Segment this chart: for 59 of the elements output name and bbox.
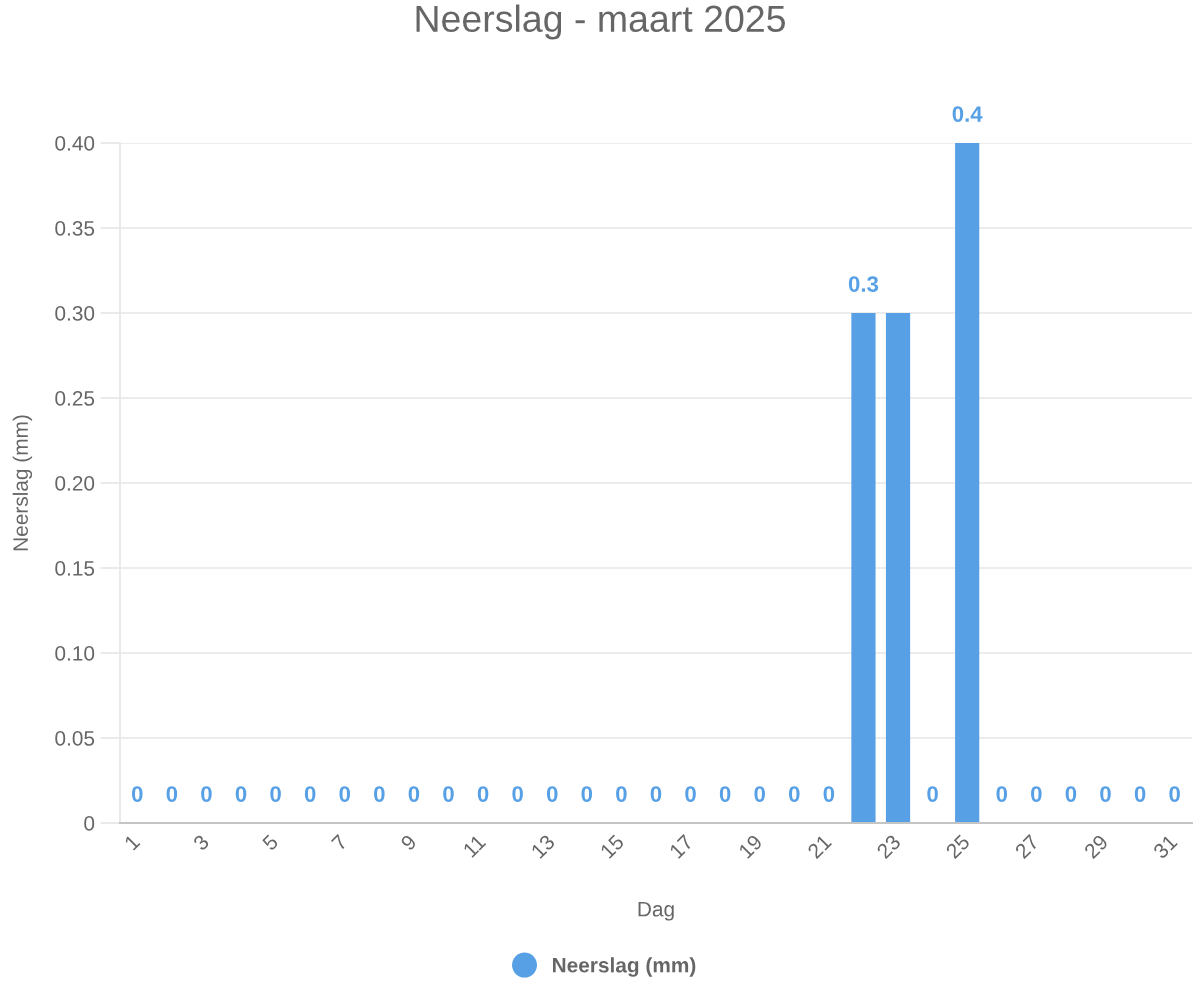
data-label: 0: [166, 786, 178, 802]
x-tick-label: 29: [1083, 833, 1109, 860]
data-label: 0: [719, 786, 731, 802]
y-tick-label: 0.05: [55, 731, 95, 746]
y-tick-label: 0.10: [55, 646, 95, 661]
x-tick-label: 21: [806, 833, 832, 860]
x-tick-label: 17: [668, 834, 694, 859]
data-label: 0: [201, 786, 212, 802]
data-label: 0: [304, 786, 316, 802]
data-label: 0: [443, 786, 454, 802]
data-label: 0: [477, 786, 489, 802]
y-tick-label: 0.15: [55, 561, 95, 576]
data-label: 0: [1100, 786, 1111, 802]
data-label: 0: [823, 786, 835, 802]
legend-label: Neerslag (mm): [552, 957, 696, 977]
data-label: 0: [650, 786, 662, 802]
data-label: 0: [581, 786, 593, 802]
data-label: 0: [927, 786, 938, 802]
data-label: 0: [1031, 786, 1042, 802]
y-tick-label: 0: [84, 816, 95, 831]
x-axis-title: Dag: [638, 901, 674, 921]
y-tick-label: 0.25: [55, 391, 95, 406]
x-tick-label: 19: [737, 833, 763, 859]
x-tick-label: 27: [1014, 833, 1040, 860]
data-label: 0.4: [952, 106, 983, 122]
y-tick-label: 0.35: [55, 221, 95, 236]
data-label: 0: [339, 786, 351, 802]
x-tick-label: 11: [462, 834, 487, 858]
y-tick-label: 0.30: [55, 306, 95, 321]
data-label: 0: [131, 786, 143, 802]
x-tick-label: 13: [530, 833, 556, 859]
data-label: 0: [270, 786, 281, 802]
x-tick-label: 23: [875, 833, 902, 860]
x-tick-label: 15: [599, 833, 625, 859]
data-label: 0: [235, 786, 247, 802]
data-label: 0.3: [848, 276, 879, 292]
x-tick-label: 5: [261, 833, 279, 852]
x-tick-label: 7: [331, 834, 348, 851]
data-label: 0: [1134, 786, 1146, 802]
x-tick-label: 9: [399, 833, 418, 852]
chart-title: Neerslag - maart 2025: [416, 4, 785, 40]
y-tick-label: 0.20: [55, 476, 95, 491]
data-label: 0: [1169, 786, 1180, 802]
y-axis-title: Neerslag (mm): [12, 415, 33, 551]
x-tick-label: 3: [192, 833, 210, 852]
data-label: 0: [546, 786, 558, 802]
data-label: 0: [512, 786, 523, 802]
data-label: 0: [1065, 786, 1077, 802]
data-label: 0: [685, 786, 696, 802]
data-label: 0: [408, 786, 420, 802]
y-tick-label: 0.40: [55, 136, 95, 151]
data-label: 0: [374, 786, 385, 802]
data-label: 0: [996, 786, 1008, 802]
x-tick-label: 31: [1152, 833, 1178, 860]
x-tick-label: 25: [945, 833, 971, 860]
data-label: 0: [789, 786, 800, 802]
x-tick-label: 1: [123, 834, 141, 851]
data-label: 0: [616, 786, 627, 802]
data-label: 0: [754, 786, 765, 802]
